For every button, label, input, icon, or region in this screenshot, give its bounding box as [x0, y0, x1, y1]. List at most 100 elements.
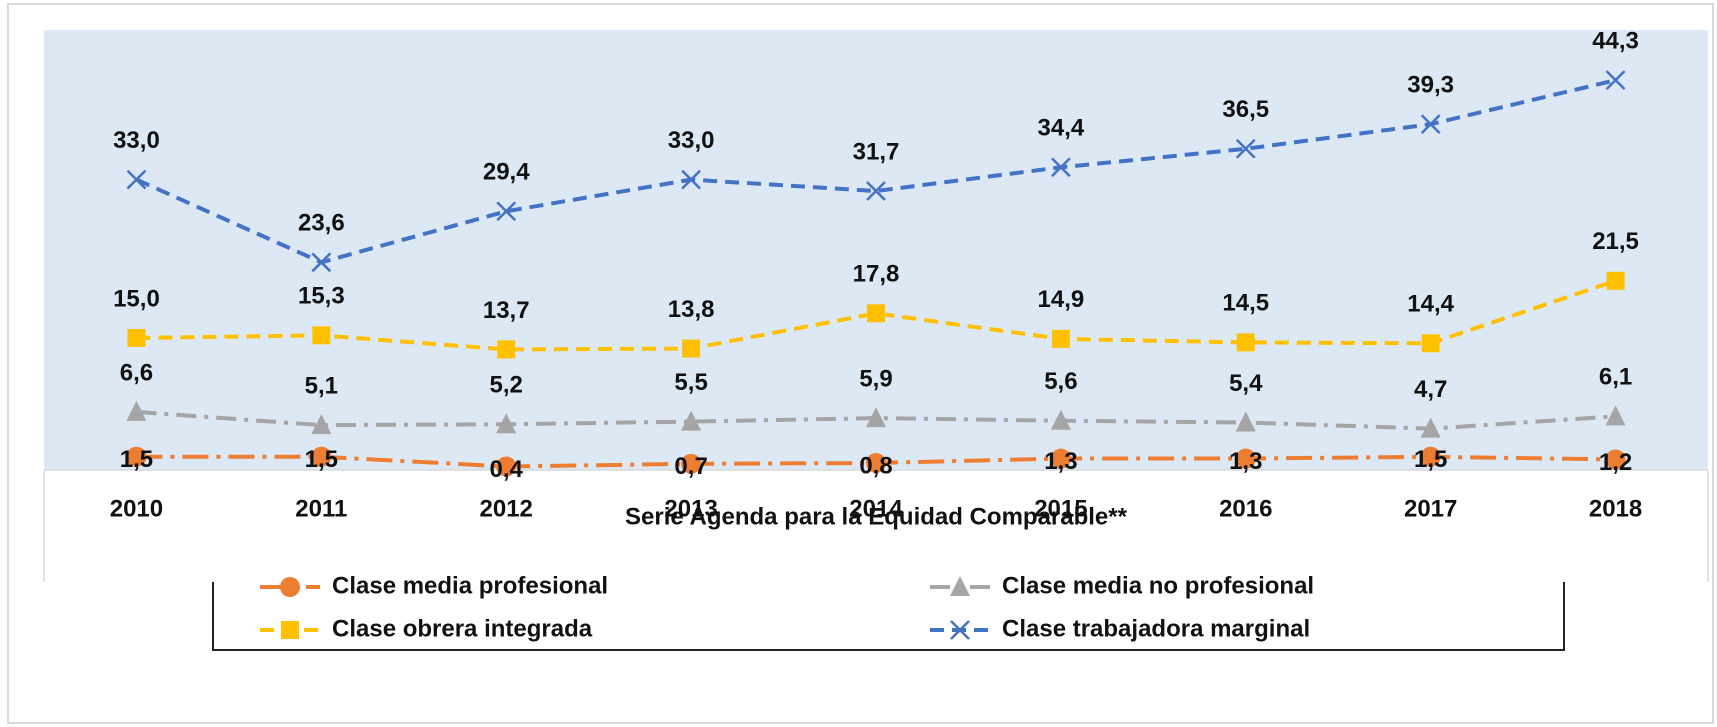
legend-marker	[280, 577, 300, 597]
marker	[126, 400, 147, 421]
marker	[312, 326, 331, 345]
data-label: 5,4	[1229, 370, 1263, 397]
marker	[126, 446, 147, 467]
series-line	[135, 78, 1617, 265]
marker	[311, 446, 332, 467]
legend-label: Clase trabajadora marginal	[1002, 615, 1310, 642]
legend-item: Clase obrera integrada	[260, 615, 593, 642]
marker	[496, 413, 517, 434]
marker	[127, 329, 146, 347]
data-label: 0,4	[490, 456, 524, 483]
data-label: 5,2	[490, 372, 523, 399]
data-label: 1,5	[120, 446, 153, 473]
marker	[1235, 448, 1256, 469]
legend-item: Clase trabajadora marginal	[930, 615, 1310, 642]
marker	[1235, 138, 1256, 159]
data-label: 13,7	[483, 297, 530, 324]
data-label: 6,6	[120, 359, 153, 386]
marker	[311, 252, 332, 273]
data-label: 15,3	[298, 283, 345, 310]
marker	[311, 414, 332, 435]
x-tick-label: 2010	[110, 495, 163, 522]
x-axis-title: Serie Agenda para la Equidad Comparable*…	[625, 503, 1128, 530]
marker	[1420, 446, 1441, 467]
legend-label: Clase obrera integrada	[332, 615, 593, 642]
legend-marker	[281, 621, 299, 639]
marker	[681, 453, 702, 474]
axis-panel	[44, 470, 1708, 582]
marker	[1051, 329, 1070, 348]
data-label: 1,3	[1229, 448, 1262, 475]
data-label: 31,7	[853, 138, 900, 165]
data-label: 21,5	[1592, 228, 1639, 255]
data-label: 36,5	[1222, 96, 1269, 123]
marker	[866, 181, 886, 201]
legend-marker	[950, 576, 970, 596]
marker	[1051, 157, 1071, 178]
data-label: 5,9	[859, 365, 892, 392]
legend-item: Clase media no profesional	[930, 572, 1314, 599]
x-tick-label: 2018	[1589, 495, 1642, 522]
x-tick-label: 2017	[1404, 495, 1457, 522]
marker	[496, 201, 517, 222]
marker	[866, 452, 886, 473]
marker	[866, 407, 886, 428]
marker	[126, 169, 147, 190]
marker	[867, 304, 885, 323]
marker	[681, 410, 702, 431]
data-label: 44,3	[1592, 28, 1639, 55]
data-label: 23,6	[298, 210, 345, 237]
data-label: 33,0	[113, 127, 160, 154]
data-label: 1,5	[305, 446, 338, 473]
marker	[1235, 411, 1256, 432]
chart-border	[7, 3, 1714, 724]
legend-marker	[950, 620, 970, 640]
data-label: 13,8	[668, 296, 715, 323]
data-label: 5,5	[674, 369, 707, 396]
data-label: 1,5	[1414, 446, 1447, 473]
data-label: 15,0	[113, 285, 160, 312]
marker	[681, 169, 701, 190]
data-label: 17,8	[853, 261, 900, 288]
marker	[1606, 271, 1625, 290]
marker	[1420, 114, 1441, 135]
data-label: 34,4	[1038, 115, 1085, 142]
marker	[497, 340, 516, 359]
legend-label: Clase media no profesional	[1002, 572, 1314, 599]
data-label: 14,5	[1222, 290, 1269, 317]
data-label: 0,8	[859, 452, 892, 479]
x-tick-label: 2015	[1034, 495, 1087, 522]
marker	[1605, 449, 1626, 470]
marker	[1236, 333, 1255, 352]
x-tick-label: 2016	[1219, 495, 1272, 522]
data-label: 4,7	[1414, 376, 1447, 403]
marker	[1050, 448, 1071, 469]
legend-label: Clase media profesional	[332, 572, 608, 599]
marker	[1050, 409, 1071, 430]
x-tick-label: 2012	[480, 495, 533, 522]
x-tick-label: 2014	[849, 495, 903, 522]
series-line	[136, 409, 1616, 431]
series-line	[136, 278, 1617, 352]
x-tick-label: 2013	[664, 495, 717, 522]
x-tick-label: 2011	[295, 495, 347, 522]
data-label: 39,3	[1407, 72, 1454, 99]
marker	[682, 339, 701, 358]
data-label: 5,6	[1044, 368, 1077, 395]
marker	[1420, 417, 1441, 438]
data-label: 6,1	[1599, 364, 1632, 391]
legend-item: Clase media profesional	[260, 572, 608, 599]
data-label: 1,3	[1044, 448, 1077, 475]
marker	[496, 456, 517, 477]
marker	[1421, 334, 1440, 353]
marker	[1605, 405, 1626, 426]
data-label: 0,7	[674, 453, 707, 480]
data-label: 1,2	[1599, 449, 1632, 476]
plot-area	[44, 30, 1708, 470]
marker	[1605, 70, 1626, 91]
data-label: 14,4	[1407, 291, 1454, 318]
data-label: 33,0	[668, 127, 715, 154]
data-label: 14,9	[1038, 286, 1085, 313]
data-label: 5,1	[305, 372, 338, 399]
